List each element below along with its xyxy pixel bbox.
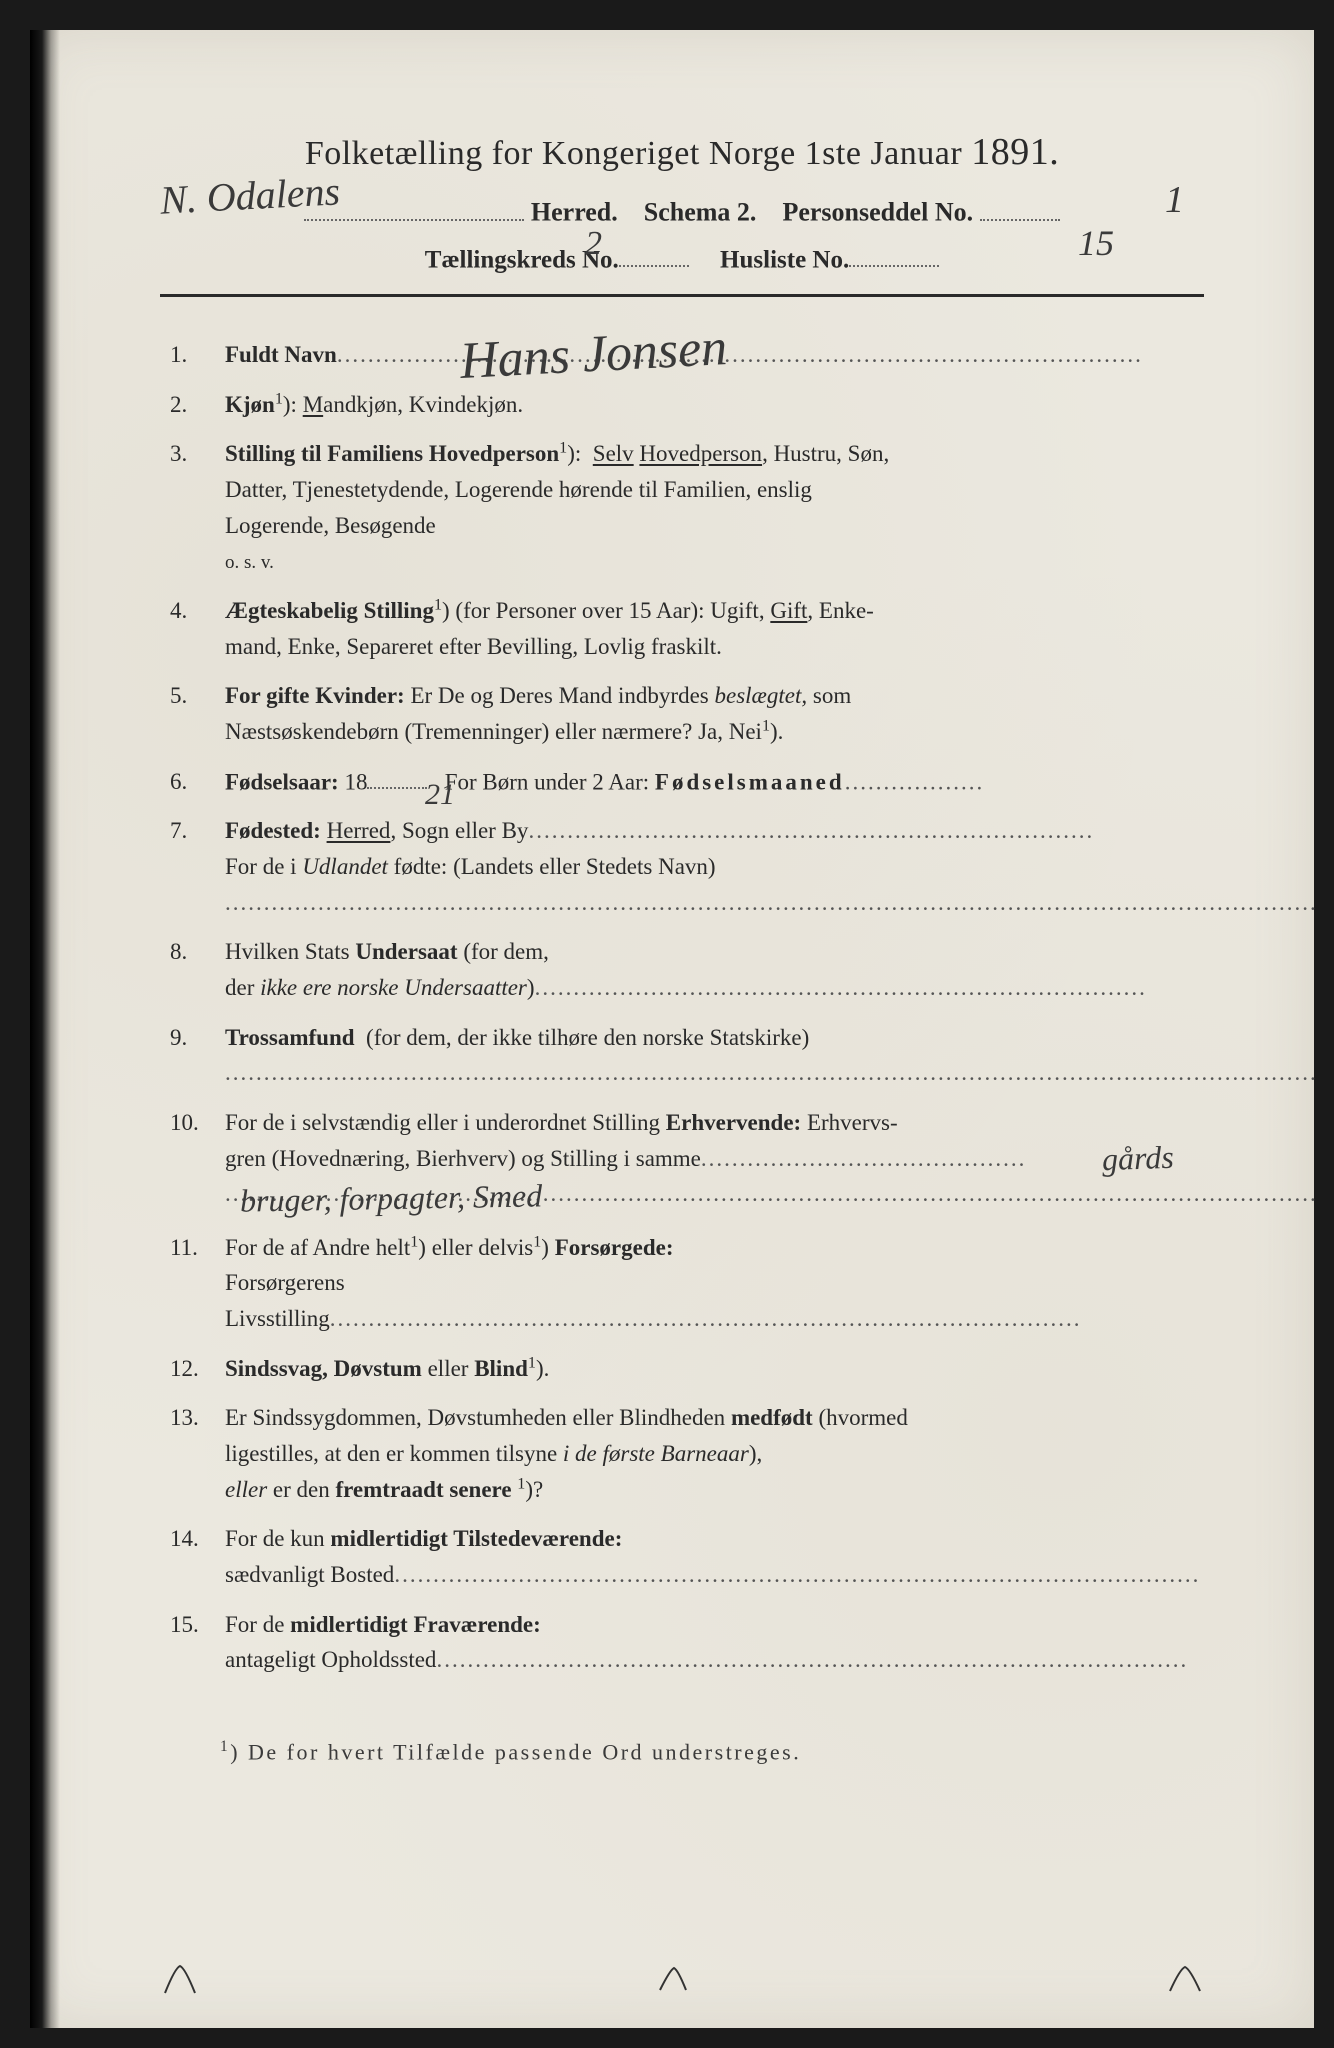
fodselsaar-label: Fødselsaar: — [225, 769, 339, 794]
row-1-content: Fuldt Navn..............................… — [225, 337, 1204, 373]
punch-mark-left — [160, 1958, 200, 1998]
kvinder-label: For gifte Kvinder: — [225, 683, 405, 708]
row-6-content: Fødselsaar: 18 For Børn under 2 Aar: Fød… — [225, 764, 1204, 800]
row-13: 13. Er Sindssygdommen, Døvstumheden elle… — [170, 1400, 1204, 1507]
aegteskab-label: Ægteskabelig Stilling — [225, 598, 434, 623]
row-num-2: 2. — [170, 387, 225, 423]
row-3-line3: Logerende, Besøgende — [225, 513, 436, 538]
row-num-9: 9. — [170, 1020, 225, 1056]
row-4-content: Ægteskabelig Stilling1) (for Personer ov… — [225, 593, 1204, 664]
row-7: 7. Fødested: Herred, Sogn eller By......… — [170, 813, 1204, 920]
form-body: 1. Fuldt Navn...........................… — [160, 337, 1204, 1678]
row-8-content: Hvilken Stats Undersaat (for dem, der ik… — [225, 934, 1204, 1005]
row-2-content: Kjøn1): Mandkjøn, Kvindekjøn. — [225, 387, 1204, 423]
row-num-14: 14. — [170, 1521, 225, 1557]
row-12: 12. Sindssvag, Døvstum eller Blind1). — [170, 1351, 1204, 1387]
row-num-6: 6. — [170, 764, 225, 800]
footnote: 1) De for hvert Tilfælde passende Ord un… — [160, 1738, 1204, 1765]
row-num-3: 3. — [170, 436, 225, 472]
row-num-1: 1. — [170, 337, 225, 373]
fodested-label: Fødested: — [225, 818, 321, 843]
row-3-line2: Datter, Tjenestetydende, Logerende høren… — [225, 477, 812, 502]
row-3-content: Stilling til Familiens Hovedperson1): Se… — [225, 436, 1204, 579]
husliste-label: Husliste No. — [720, 246, 849, 273]
punch-mark-right — [1164, 1958, 1204, 1998]
page-wrapper: N. Odalens 1 2 15 Hans Jonsen 21 gårds b… — [0, 0, 1334, 2048]
row-13-content: Er Sindssygdommen, Døvstumheden eller Bl… — [225, 1400, 1204, 1507]
document-paper: N. Odalens 1 2 15 Hans Jonsen 21 gårds b… — [30, 30, 1314, 2028]
row-8: 8. Hvilken Stats Undersaat (for dem, der… — [170, 934, 1204, 1005]
row-10: 10. For de i selvstændig eller i underor… — [170, 1105, 1204, 1212]
row-4: 4. Ægteskabelig Stilling1) (for Personer… — [170, 593, 1204, 664]
row-11: 11. For de af Andre helt1) eller delvis1… — [170, 1230, 1204, 1337]
row-1: 1. Fuldt Navn...........................… — [170, 337, 1204, 373]
personseddel-label: Personseddel No. — [782, 198, 973, 227]
row-15: 15. For de midlertidigt Fraværende: anta… — [170, 1607, 1204, 1678]
title-text: Folketælling for Kongeriget Norge 1ste J… — [305, 135, 962, 172]
row-num-12: 12. — [170, 1351, 225, 1387]
subtitle-line-2: Tællingskreds No. Husliste No. — [160, 240, 1204, 275]
row-3: 3. Stilling til Familiens Hovedperson1):… — [170, 436, 1204, 579]
row-7-content: Fødested: Herred, Sogn eller By.........… — [225, 813, 1318, 920]
row-6: 6. Fødselsaar: 18 For Børn under 2 Aar: … — [170, 764, 1204, 800]
row-10-content: For de i selvstændig eller i underordnet… — [225, 1105, 1318, 1212]
row-num-15: 15. — [170, 1607, 225, 1643]
row-14-content: For de kun midlertidigt Tilstedeværende:… — [225, 1521, 1204, 1592]
form-title: Folketælling for Kongeriget Norge 1ste J… — [160, 130, 1204, 174]
row-15-content: For de midlertidigt Fraværende: antageli… — [225, 1607, 1204, 1678]
row-12-content: Sindssvag, Døvstum eller Blind1). — [225, 1351, 1204, 1387]
row-5: 5. For gifte Kvinder: Er De og Deres Man… — [170, 678, 1204, 749]
row-5-content: For gifte Kvinder: Er De og Deres Mand i… — [225, 678, 1204, 749]
subtitle-line-1: Herred. Schema 2. Personseddel No. — [160, 192, 1204, 228]
binding-shadow — [30, 30, 60, 2028]
row-num-4: 4. — [170, 593, 225, 629]
schema-label: Schema 2. — [644, 198, 757, 227]
row-14: 14. For de kun midlertidigt Tilstedevære… — [170, 1521, 1204, 1592]
row-num-13: 13. — [170, 1400, 225, 1436]
form-header: Folketælling for Kongeriget Norge 1ste J… — [160, 130, 1204, 274]
kjon-label: Kjøn — [225, 392, 275, 417]
header-divider — [160, 294, 1204, 297]
row-num-11: 11. — [170, 1230, 225, 1266]
kreds-label: Tællingskreds No. — [425, 246, 619, 273]
row-4-line2: mand, Enke, Separeret efter Bevilling, L… — [225, 634, 722, 659]
row-11-content: For de af Andre helt1) eller delvis1) Fo… — [225, 1230, 1204, 1337]
stilling-label: Stilling til Familiens Hovedperson — [225, 441, 559, 466]
title-year: 1891. — [971, 131, 1059, 173]
trossamfund-label: Trossamfund — [225, 1025, 355, 1050]
row-num-7: 7. — [170, 813, 225, 849]
fuldt-navn-label: Fuldt Navn — [225, 342, 337, 367]
punch-mark-center — [652, 1958, 692, 1998]
herred-label: Herred. — [531, 198, 618, 227]
row-num-5: 5. — [170, 678, 225, 714]
row-9-content: Trossamfund (for dem, der ikke tilhøre d… — [225, 1020, 1318, 1091]
row-9: 9. Trossamfund (for dem, der ikke tilhør… — [170, 1020, 1204, 1091]
row-2: 2. Kjøn1): Mandkjøn, Kvindekjøn. — [170, 387, 1204, 423]
row-3-line4: o. s. v. — [225, 552, 274, 573]
row-num-10: 10. — [170, 1105, 225, 1141]
row-num-8: 8. — [170, 934, 225, 970]
